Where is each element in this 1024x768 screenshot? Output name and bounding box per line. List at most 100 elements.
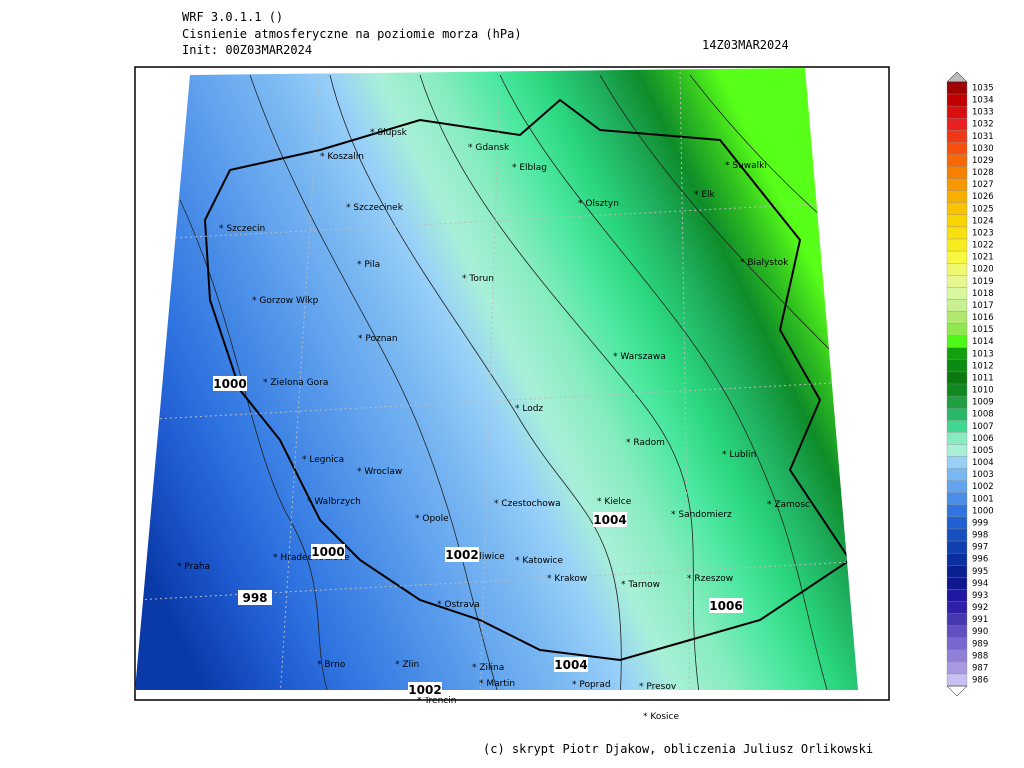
city-label: * Radom bbox=[626, 438, 665, 448]
city-label: * Suwalki bbox=[725, 161, 767, 171]
colorbar-label: 1019 bbox=[972, 277, 994, 287]
colorbar-label: 1008 bbox=[972, 410, 994, 420]
pressure-field bbox=[135, 68, 858, 690]
city-label: * Warszawa bbox=[613, 352, 666, 362]
city-label: * Wroclaw bbox=[357, 467, 402, 477]
isobars bbox=[179, 74, 858, 690]
colorbar-swatch bbox=[946, 383, 968, 397]
city-label: * Elk bbox=[694, 190, 716, 200]
colorbar-swatch bbox=[946, 214, 968, 228]
colorbar-label: 1001 bbox=[972, 494, 994, 504]
colorbar-label: 1023 bbox=[972, 228, 994, 238]
colorbar-swatch bbox=[946, 540, 968, 554]
colorbar-swatch bbox=[946, 625, 968, 638]
colorbar-label: 1000 bbox=[972, 506, 994, 516]
colorbar-swatch bbox=[946, 299, 968, 312]
footer: (c) skrypt Piotr Djakow, obliczenia Juli… bbox=[483, 742, 873, 756]
colorbar-label: 1020 bbox=[972, 265, 994, 275]
field bbox=[135, 68, 858, 690]
colorbar-swatch bbox=[946, 335, 968, 348]
colorbar-label: 1029 bbox=[972, 156, 994, 166]
colorbar-label: 1027 bbox=[972, 180, 994, 190]
city-label: * Szczecinek bbox=[346, 203, 404, 213]
city-label: * Szczecin bbox=[219, 224, 265, 234]
colorbar-label: 1026 bbox=[972, 192, 994, 202]
colorbar-label: 991 bbox=[972, 615, 988, 625]
colorbar-label: 1030 bbox=[972, 144, 994, 154]
city-label: * Trencin bbox=[417, 696, 456, 706]
city-label: * Poznan bbox=[358, 334, 398, 344]
contour-label: 1002 bbox=[445, 548, 478, 562]
colorbar-label: 1035 bbox=[972, 84, 994, 94]
colorbar-label: 992 bbox=[972, 603, 988, 613]
colorbar-label: 1018 bbox=[972, 289, 994, 299]
colorbar-label: 1024 bbox=[972, 216, 994, 226]
colorbar-swatch bbox=[946, 250, 968, 264]
contour-label: 1000 bbox=[213, 377, 246, 391]
colorbar-swatch bbox=[946, 528, 968, 542]
city-label: * Torun bbox=[462, 274, 494, 284]
colorbar-label: 1031 bbox=[972, 132, 994, 142]
city-label: * Praha bbox=[177, 562, 210, 572]
colorbar-label: 1028 bbox=[972, 168, 994, 178]
city-label: * Slupsk bbox=[370, 128, 408, 138]
city-label: * Sandomierz bbox=[671, 510, 732, 520]
colorbar-label: 1006 bbox=[972, 434, 994, 444]
colorbar-label: 1033 bbox=[972, 108, 994, 118]
city-label: * Pila bbox=[357, 260, 380, 270]
colorbar-swatch bbox=[946, 371, 968, 385]
init: Init: 00Z03MAR2024 bbox=[182, 43, 312, 57]
colorbar-swatch bbox=[946, 577, 968, 590]
colorbar-swatch bbox=[946, 565, 968, 578]
colorbar-label: 1014 bbox=[972, 337, 994, 347]
colorbar-label: 990 bbox=[972, 627, 988, 637]
colorbar-label: 999 bbox=[972, 518, 988, 528]
colorbar-label: 1004 bbox=[972, 458, 994, 468]
colorbar-label: 1021 bbox=[972, 253, 994, 263]
colorbar-swatch bbox=[946, 154, 968, 167]
colorbar-swatch bbox=[946, 492, 968, 505]
colorbar-swatch bbox=[946, 637, 968, 650]
colorbar-label: 996 bbox=[972, 555, 988, 565]
colorbar-swatch bbox=[946, 613, 968, 626]
colorbar-label: 1016 bbox=[972, 313, 994, 323]
colorbar-label: 994 bbox=[972, 579, 988, 589]
colorbar-label: 1025 bbox=[972, 204, 994, 214]
colorbar-label: 986 bbox=[972, 676, 988, 686]
colorbar-swatch bbox=[946, 142, 968, 155]
colorbar-swatch bbox=[946, 323, 968, 336]
colorbar-cap-top bbox=[946, 71, 968, 83]
city-label: * Martin bbox=[479, 679, 515, 689]
city-label: * Ostrava bbox=[437, 600, 480, 610]
colorbar-swatch bbox=[946, 395, 968, 409]
colorbar-swatch bbox=[946, 661, 968, 675]
city-label: * Olsztyn bbox=[578, 199, 619, 209]
colorbar-label: 993 bbox=[972, 591, 988, 601]
colorbar-label: 1012 bbox=[972, 361, 994, 371]
city-label: * Elblag bbox=[512, 163, 547, 173]
city-label: * Lublin bbox=[722, 450, 756, 460]
city-label: * Zielona Gora bbox=[263, 378, 328, 388]
colorbar-swatch bbox=[946, 601, 968, 614]
colorbar-label: 1022 bbox=[972, 241, 994, 251]
city-label: * Tarnow bbox=[621, 580, 660, 590]
contour-label-bg bbox=[445, 547, 479, 562]
city-label: * Bialystok bbox=[740, 258, 789, 268]
colorbar-label: 1007 bbox=[972, 422, 994, 432]
contour-label-bg bbox=[213, 376, 247, 391]
contour-label-bg bbox=[311, 544, 345, 559]
colorbar-label: 1005 bbox=[972, 446, 994, 456]
colorbar-swatch bbox=[946, 420, 968, 433]
city-label: * Zlin bbox=[395, 660, 419, 670]
colorbar-swatch bbox=[946, 166, 968, 179]
colorbar-swatch bbox=[946, 504, 968, 518]
colorbar-swatch bbox=[946, 130, 968, 143]
contour-label: 1004 bbox=[593, 513, 626, 527]
city-label: * Legnica bbox=[302, 455, 344, 465]
city-label: * Lodz bbox=[515, 404, 543, 414]
city-label: * Opole bbox=[415, 514, 449, 524]
cities: * Slupsk * Koszalin * Gdansk* Elblag * Olsz… bbox=[177, 128, 810, 722]
city-label: * Walbrzych bbox=[307, 497, 361, 507]
colorbar-label: 995 bbox=[972, 567, 988, 577]
city-label: * Gdansk bbox=[468, 143, 510, 153]
